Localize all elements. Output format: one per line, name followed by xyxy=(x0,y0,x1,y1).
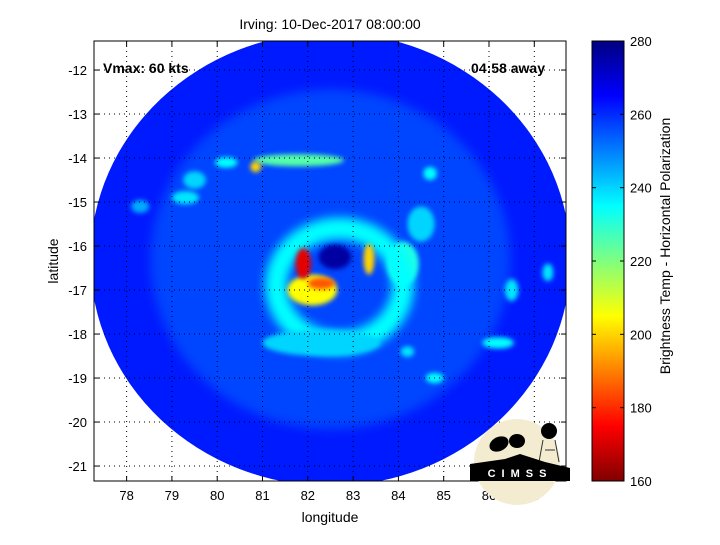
colorbar-tick-label: 280 xyxy=(630,34,652,49)
feature-band-w-2 xyxy=(131,199,150,214)
x-tick-label: 79 xyxy=(165,488,179,503)
y-tick-label: -21 xyxy=(68,459,87,474)
y-tick-label: -12 xyxy=(68,63,87,78)
x-axis-ticks: 78798081828384858687 xyxy=(119,41,542,503)
feature-band-nw-3 xyxy=(183,171,206,189)
colorbar-tick-label: 220 xyxy=(630,254,652,269)
chart-title: Irving: 10-Dec-2017 08:00:00 xyxy=(239,16,421,32)
colorbar-tick-label: 200 xyxy=(630,327,652,342)
x-tick-label: 84 xyxy=(391,488,405,503)
y-axis-ticks: -12 -13 -14 -15 -16 -17 -18 -19 -20 -21 xyxy=(68,63,566,474)
feature-eyewall-s xyxy=(307,277,335,290)
y-tick-label: -19 xyxy=(68,371,87,386)
y-tick-label: -14 xyxy=(68,151,87,166)
vmax-annotation: Vmax: 60 kts xyxy=(103,60,189,76)
x-axis-label: longitude xyxy=(302,509,359,525)
feature-band-se-1 xyxy=(482,337,514,349)
y-tick-label: -13 xyxy=(68,107,87,122)
colorbar-ticks: 160 180 200 220 240 260 280 xyxy=(592,34,652,489)
plot-area xyxy=(94,41,566,481)
x-tick-label: 82 xyxy=(301,488,315,503)
feature-outer-band-north xyxy=(253,154,345,167)
plot-frame xyxy=(93,40,567,482)
feature-band-w xyxy=(171,191,200,205)
colorbar-tick-label: 260 xyxy=(630,107,652,122)
x-tick-label: 81 xyxy=(255,488,269,503)
logo-text: CIMSS xyxy=(488,468,553,480)
y-tick-label: -17 xyxy=(68,283,87,298)
grid-lines xyxy=(94,41,566,481)
feature-band-nw-1 xyxy=(214,157,238,168)
x-tick-label: 85 xyxy=(436,488,450,503)
time-away-annotation: 04:58 away xyxy=(471,60,545,76)
colorbar-tick-label: 160 xyxy=(630,474,652,489)
feature-band-e-2 xyxy=(407,206,435,242)
feature-band-e-far xyxy=(542,263,554,282)
y-tick-label: -20 xyxy=(68,415,87,430)
colorbar xyxy=(591,40,625,482)
colorbar-tick-label: 240 xyxy=(630,181,652,196)
cimss-logo: CIMSS xyxy=(470,419,570,505)
feature-band-e-1 xyxy=(423,166,437,181)
feature-eye xyxy=(318,244,352,270)
x-tick-label: 80 xyxy=(210,488,224,503)
feature-eyewall-e xyxy=(363,243,375,275)
feature-band-nw-2 xyxy=(250,161,262,173)
colorbar-tick-label: 180 xyxy=(630,401,652,416)
y-tick-label: -16 xyxy=(68,239,87,254)
x-tick-label: 83 xyxy=(346,488,360,503)
colorbar-label: Brightness Temp - Horizontal Polarizatio… xyxy=(657,118,673,375)
y-axis-label: latitude xyxy=(45,238,61,283)
y-tick-label: -18 xyxy=(68,327,87,342)
feature-band-s-1 xyxy=(400,346,415,357)
x-tick-label: 78 xyxy=(119,488,133,503)
feature-band-se-3 xyxy=(504,279,519,302)
y-tick-label: -15 xyxy=(68,195,87,210)
storm-swath xyxy=(94,41,566,481)
feature-south-spiral xyxy=(262,329,381,357)
feature-eyewall-w xyxy=(295,248,311,280)
